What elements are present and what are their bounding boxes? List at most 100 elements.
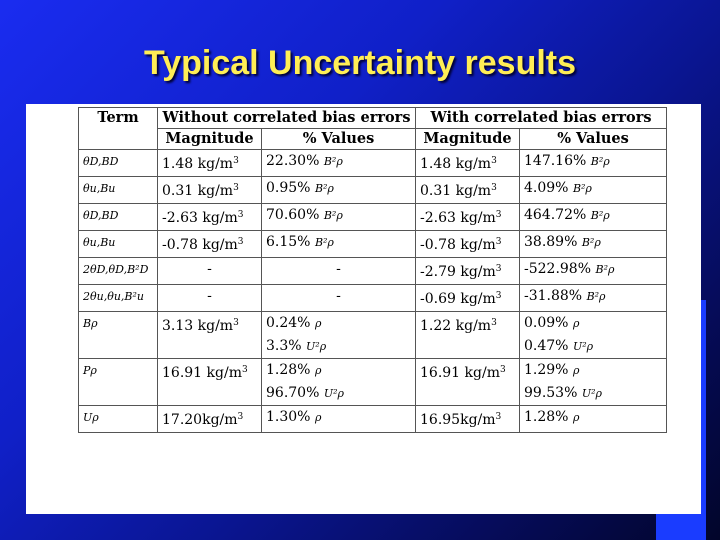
percent-without-line: 1.30% ρ xyxy=(266,406,411,429)
table-row: θu,Bu -0.78 kg/m3 6.15% B²ρ -0.78 kg/m3 38.8… xyxy=(78,230,667,258)
percent-without: 0.24% ρ 3.3% U²ρ xyxy=(261,311,416,359)
magnitude-with-value: 16.95kg/m xyxy=(420,412,496,428)
percent-without: 22.30% B²ρ xyxy=(261,149,416,177)
magnitude-with-exp: 3 xyxy=(495,237,502,247)
magnitude-without-value: 3.13 kg/m xyxy=(162,318,234,334)
percent-with: 38.89% B²ρ xyxy=(519,230,667,258)
magnitude-without-value: 17.20kg/m xyxy=(162,412,238,428)
percent-without: - xyxy=(261,284,416,312)
magnitude-with: 1.48 kg/m3 xyxy=(415,149,520,177)
table-row: Bρ 3.13 kg/m3 0.24% ρ 3.3% U²ρ 1.22 kg/m3 0.0… xyxy=(78,311,667,359)
percent-without-symbol: ρ xyxy=(314,411,322,424)
percent-with-line: 0.09% ρ xyxy=(524,312,662,335)
percent-without-value: 1.30% xyxy=(266,409,315,425)
magnitude-without-exp: 3 xyxy=(237,210,244,220)
percent-with-value: 1.28% xyxy=(524,409,573,425)
percent-with-line: 464.72% B²ρ xyxy=(524,204,662,227)
magnitude-with-value: 16.91 kg/m xyxy=(420,365,500,381)
percent-with-line: 38.89% B²ρ xyxy=(524,231,662,254)
magnitude-with-value: 1.48 kg/m xyxy=(420,156,492,172)
magnitude-without: -2.63 kg/m3 xyxy=(157,203,262,231)
percent-with-line: 1.28% ρ xyxy=(524,406,662,429)
table-panel: Term Without correlated bias errors With… xyxy=(26,104,701,514)
magnitude-without: 0.31 kg/m3 xyxy=(157,176,262,204)
percent-with: 147.16% B²ρ xyxy=(519,149,667,177)
percent-with-value: 4.09% xyxy=(524,180,573,196)
percent-with-symbol: B²ρ xyxy=(572,182,592,195)
percent-without-symbol: B²ρ xyxy=(314,182,334,195)
magnitude-without: 1.48 kg/m3 xyxy=(157,149,262,177)
magnitude-without-exp: 3 xyxy=(237,412,244,422)
percent-without-line: 6.15% B²ρ xyxy=(266,231,411,254)
percent-without: 1.30% ρ xyxy=(261,405,416,433)
magnitude-without-value: -2.63 kg/m xyxy=(162,210,238,226)
table-row: θD,BD 1.48 kg/m3 22.30% B²ρ 1.48 kg/m3 147.1… xyxy=(78,149,667,177)
magnitude-without-exp: 3 xyxy=(233,183,239,193)
percent-with: 464.72% B²ρ xyxy=(519,203,667,231)
percent-with-line: 147.16% B²ρ xyxy=(524,150,662,173)
header-with: With correlated bias errors xyxy=(415,107,667,129)
percent-with-value: 0.09% xyxy=(524,315,573,331)
percent-without-line: 0.95% B²ρ xyxy=(266,177,411,200)
magnitude-with-exp: 3 xyxy=(495,210,502,220)
percent-with-symbol-b: U²ρ xyxy=(572,340,594,353)
percent-with-symbol: ρ xyxy=(572,317,580,330)
percent-with-symbol: B²ρ xyxy=(581,236,601,249)
percent-without-line: 0.24% ρ xyxy=(266,312,411,335)
magnitude-with-value: -2.63 kg/m xyxy=(420,210,496,226)
term-cell: Bρ xyxy=(78,311,158,359)
header-magnitude-2: Magnitude xyxy=(415,128,520,150)
magnitude-with-exp: 3 xyxy=(495,291,502,301)
term-cell: Pρ xyxy=(78,358,158,406)
percent-without-value: 1.28% xyxy=(266,362,315,378)
percent-without: 0.95% B²ρ xyxy=(261,176,416,204)
table-row: 2θu,θu,B²u - - -0.69 kg/m3 -31.88% B²ρ xyxy=(78,284,667,312)
magnitude-without-exp: 3 xyxy=(241,365,248,375)
percent-with-symbol: B²ρ xyxy=(595,263,615,276)
percent-with: -522.98% B²ρ xyxy=(519,257,667,285)
magnitude-with: -0.78 kg/m3 xyxy=(415,230,520,258)
percent-without: 6.15% B²ρ xyxy=(261,230,416,258)
magnitude-with: -0.69 kg/m3 xyxy=(415,284,520,312)
percent-with-line: -522.98% B²ρ xyxy=(524,258,662,281)
magnitude-with-value: -2.79 kg/m xyxy=(420,264,496,280)
magnitude-with-exp: 3 xyxy=(499,365,506,375)
percent-with: 1.29% ρ 99.53% U²ρ xyxy=(519,358,667,406)
magnitude-with: 16.95kg/m3 xyxy=(415,405,520,433)
magnitude-without: - xyxy=(157,257,262,285)
percent-with-symbol: ρ xyxy=(572,411,580,424)
percent-without-symbol-b: U²ρ xyxy=(323,387,344,400)
magnitude-with-exp: 3 xyxy=(491,183,497,193)
magnitude-without: - xyxy=(157,284,262,312)
percent-with-symbol: B²ρ xyxy=(590,209,610,222)
percent-without-line: 70.60% B²ρ xyxy=(266,204,411,227)
percent-without-value: 0.95% xyxy=(266,180,315,196)
percent-with-value: -522.98% xyxy=(524,261,596,277)
magnitude-with: 0.31 kg/m3 xyxy=(415,176,520,204)
percent-with-symbol: ρ xyxy=(572,364,580,377)
percent-with-symbol-b: U²ρ xyxy=(581,387,602,400)
percent-with: -31.88% B²ρ xyxy=(519,284,667,312)
magnitude-with-value: 1.22 kg/m xyxy=(420,318,492,334)
percent-without-line: 1.28% ρ xyxy=(266,359,411,382)
table-row: θu,Bu 0.31 kg/m3 0.95% B²ρ 0.31 kg/m3 4.09% … xyxy=(78,176,667,204)
percent-without-line: 22.30% B²ρ xyxy=(266,150,411,173)
magnitude-without-value: 1.48 kg/m xyxy=(162,156,234,172)
percent-with: 1.28% ρ xyxy=(519,405,667,433)
magnitude-with: 1.22 kg/m3 xyxy=(415,311,520,359)
percent-without: 1.28% ρ 96.70% U²ρ xyxy=(261,358,416,406)
magnitude-without-exp: 3 xyxy=(233,318,239,328)
magnitude-without-value: 0.31 kg/m xyxy=(162,183,234,199)
magnitude-with: -2.63 kg/m3 xyxy=(415,203,520,231)
header-without: Without correlated bias errors xyxy=(157,107,416,129)
magnitude-with: 16.91 kg/m3 xyxy=(415,358,520,406)
term-cell: θu,Bu xyxy=(78,176,158,204)
term-cell: θD,BD xyxy=(78,149,158,177)
percent-with-value: 464.72% xyxy=(524,207,591,223)
percent-without-symbol: B²ρ xyxy=(314,236,334,249)
percent-with-value-b: 99.53% xyxy=(524,385,582,401)
percent-without: - xyxy=(261,257,416,285)
header-values-1: % Values xyxy=(261,128,416,150)
percent-with-line-b: 99.53% U²ρ xyxy=(524,382,662,405)
percent-with-line: -31.88% B²ρ xyxy=(524,285,662,308)
